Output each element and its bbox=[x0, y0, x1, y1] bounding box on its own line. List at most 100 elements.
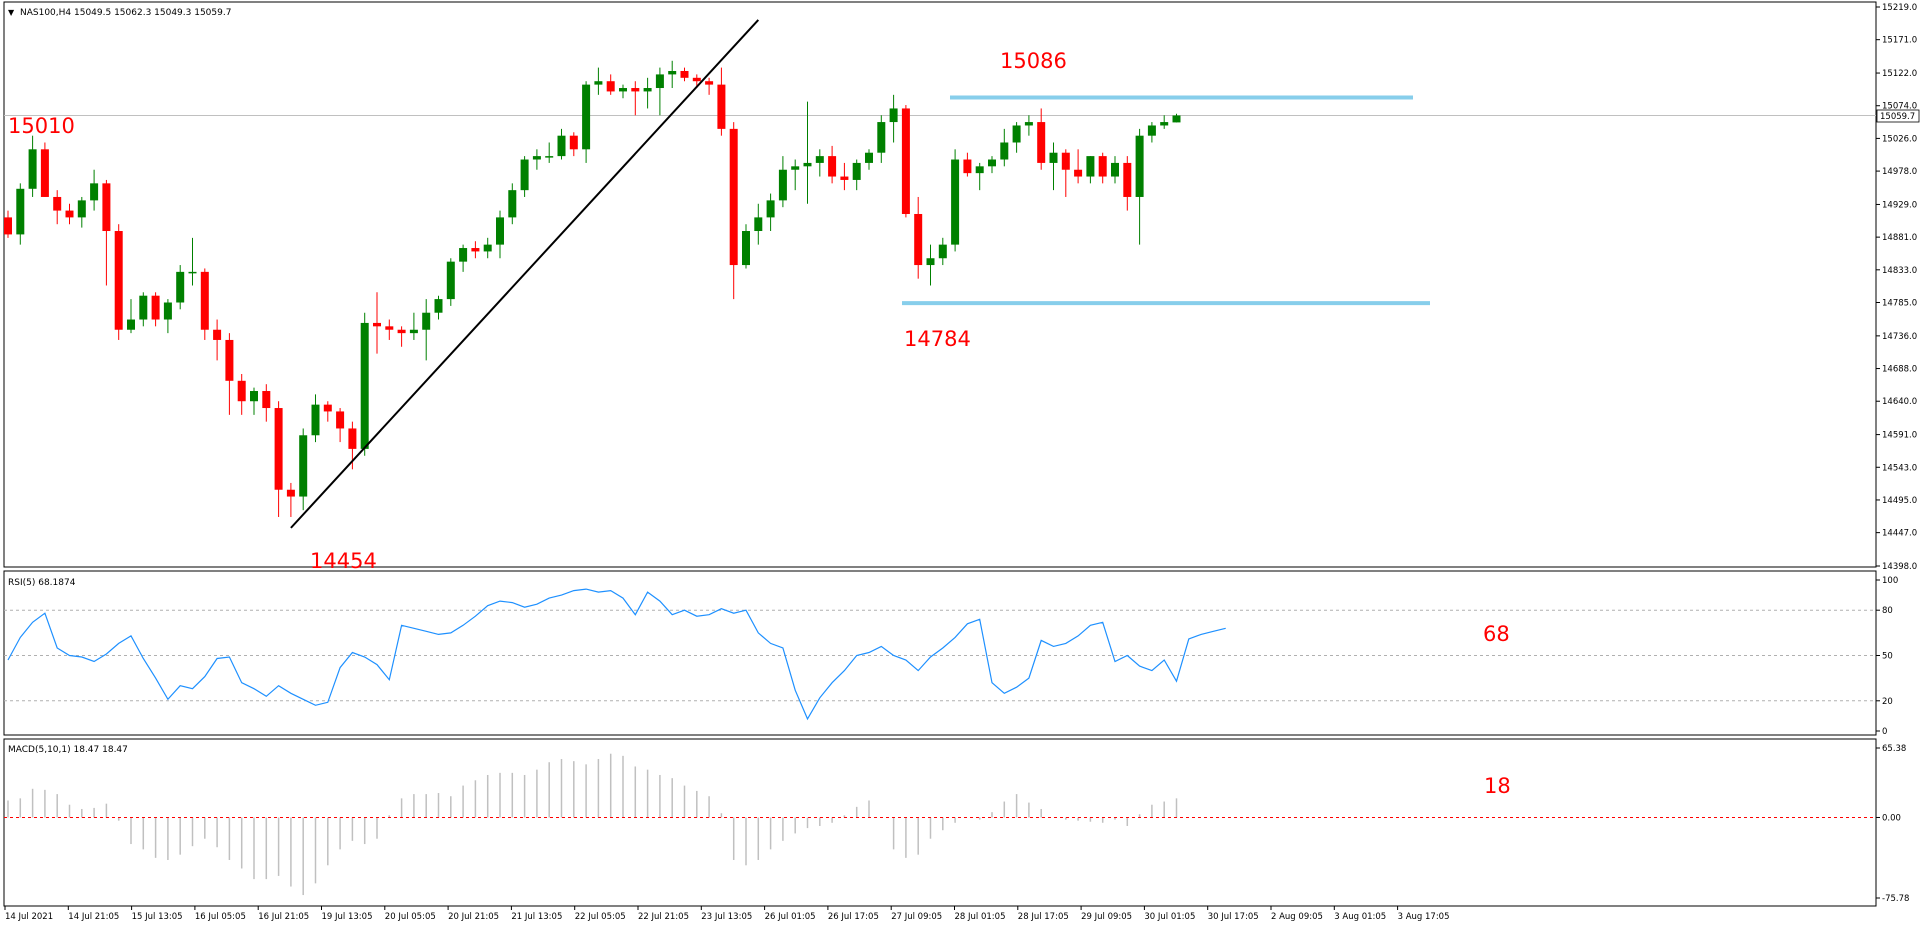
macd-panel[interactable] bbox=[3, 738, 1877, 907]
candle-body bbox=[631, 88, 640, 92]
candle-body bbox=[619, 88, 627, 92]
time-tick-label: 22 Jul 05:05 bbox=[575, 912, 626, 922]
candle-body bbox=[852, 162, 861, 180]
candle-body bbox=[1160, 122, 1169, 126]
candle-body bbox=[40, 149, 49, 197]
candle-body bbox=[422, 312, 431, 330]
candle-body bbox=[692, 77, 701, 82]
candle-body bbox=[4, 217, 12, 235]
time-tick-label: 22 Jul 21:05 bbox=[638, 912, 689, 922]
time-tick-label: 14 Jul 21:05 bbox=[68, 912, 119, 922]
candle-body bbox=[988, 159, 996, 167]
candle-body bbox=[901, 108, 910, 214]
price-tick-label: 15026.0 bbox=[1882, 134, 1917, 144]
price-tick-label: 14785.0 bbox=[1882, 299, 1917, 309]
macd-title: MACD(5,10,1) 18.47 18.47 bbox=[8, 745, 128, 755]
candle-body bbox=[1098, 156, 1107, 177]
candle-body bbox=[938, 244, 947, 259]
candle-body bbox=[102, 183, 111, 232]
candle-body bbox=[766, 200, 775, 218]
rsi-tick-label: 20 bbox=[1882, 697, 1893, 707]
price-tick-label: 15074.0 bbox=[1882, 102, 1917, 112]
candle-body bbox=[717, 84, 726, 129]
candle-body bbox=[1012, 125, 1021, 143]
rsi-title: RSI(5) 68.1874 bbox=[8, 578, 76, 588]
time-tick-label: 19 Jul 13:05 bbox=[322, 912, 373, 922]
price-tick-label: 14736.0 bbox=[1882, 332, 1917, 342]
candle-body bbox=[213, 329, 222, 340]
candle-body bbox=[114, 231, 123, 330]
symbol-header: NAS100,H4 15049.5 15062.3 15049.3 15059.… bbox=[20, 8, 231, 18]
candle-body bbox=[299, 435, 308, 497]
time-tick-label: 28 Jul 17:05 bbox=[1018, 912, 1069, 922]
candle-body bbox=[65, 210, 74, 218]
candle-body bbox=[471, 248, 480, 252]
candle-body bbox=[975, 166, 984, 174]
candle-body bbox=[28, 149, 37, 189]
price-tick-label: 14398.0 bbox=[1882, 562, 1917, 572]
candle-body bbox=[680, 71, 689, 78]
candle-body bbox=[828, 156, 837, 177]
candle-body bbox=[778, 169, 787, 201]
candle-body bbox=[606, 81, 615, 92]
price-tick-label: 14591.0 bbox=[1882, 431, 1917, 441]
candle-body bbox=[655, 74, 664, 89]
candle-body bbox=[520, 159, 529, 191]
candle-body bbox=[53, 196, 62, 211]
rsi-panel[interactable] bbox=[3, 570, 1877, 736]
price-tick-label: 14929.0 bbox=[1882, 200, 1917, 210]
candle-body bbox=[286, 489, 295, 497]
candle-body bbox=[705, 81, 714, 85]
candle-body bbox=[1061, 152, 1070, 170]
candle-body bbox=[1049, 152, 1058, 163]
candle-body bbox=[508, 190, 517, 218]
time-tick-label: 16 Jul 21:05 bbox=[258, 912, 309, 922]
candle-body bbox=[274, 408, 283, 490]
candle-body bbox=[385, 326, 394, 330]
candle-body bbox=[163, 302, 172, 320]
time-tick-label: 15 Jul 13:05 bbox=[132, 912, 183, 922]
candle-body bbox=[188, 271, 197, 274]
time-tick-label: 21 Jul 13:05 bbox=[511, 912, 562, 922]
candle-body bbox=[225, 339, 234, 381]
candle-body bbox=[951, 159, 960, 245]
symbol-collapse-icon[interactable]: ▼ bbox=[8, 8, 15, 17]
candle-body bbox=[397, 329, 406, 334]
current-price-label: 15059.7 bbox=[1880, 112, 1915, 122]
candle-body bbox=[594, 81, 603, 85]
annotation-low-left: 14454 bbox=[310, 549, 377, 573]
rsi-tick-label: 80 bbox=[1882, 606, 1893, 616]
annotation-rsi-value: 68 bbox=[1483, 622, 1510, 646]
candle-body bbox=[16, 188, 25, 235]
candle-body bbox=[729, 128, 738, 266]
time-tick-label: 20 Jul 05:05 bbox=[385, 912, 436, 922]
annotation-range-low: 14784 bbox=[904, 327, 971, 351]
time-tick-label: 23 Jul 13:05 bbox=[701, 912, 752, 922]
price-tick-label: 15171.0 bbox=[1882, 36, 1917, 46]
main-price-panel[interactable] bbox=[3, 1, 1877, 568]
candle-body bbox=[582, 84, 591, 150]
current-price-box bbox=[1876, 109, 1920, 123]
candle-body bbox=[840, 176, 849, 180]
candle-body bbox=[311, 404, 320, 436]
candle-body bbox=[237, 380, 246, 402]
candle-body bbox=[1123, 162, 1132, 197]
macd-tick-label: 0.00 bbox=[1882, 813, 1901, 823]
candle-body bbox=[963, 159, 972, 174]
candle-body bbox=[877, 122, 886, 153]
candle-body bbox=[815, 156, 824, 163]
candle-body bbox=[200, 271, 209, 330]
time-tick-label: 20 Jul 21:05 bbox=[448, 912, 499, 922]
time-tick-label: 26 Jul 01:05 bbox=[765, 912, 816, 922]
candle-body bbox=[889, 108, 898, 123]
candle-body bbox=[496, 217, 504, 245]
candle-body bbox=[532, 156, 541, 160]
candle-body bbox=[1147, 125, 1156, 136]
candle-body bbox=[1074, 169, 1083, 177]
candle-body bbox=[1135, 135, 1144, 197]
price-tick-label: 14833.0 bbox=[1882, 266, 1917, 276]
candle-body bbox=[77, 200, 86, 218]
rsi-tick-label: 0 bbox=[1882, 727, 1887, 737]
annotation-macd-value: 18 bbox=[1484, 774, 1511, 798]
candle-body bbox=[336, 411, 345, 429]
